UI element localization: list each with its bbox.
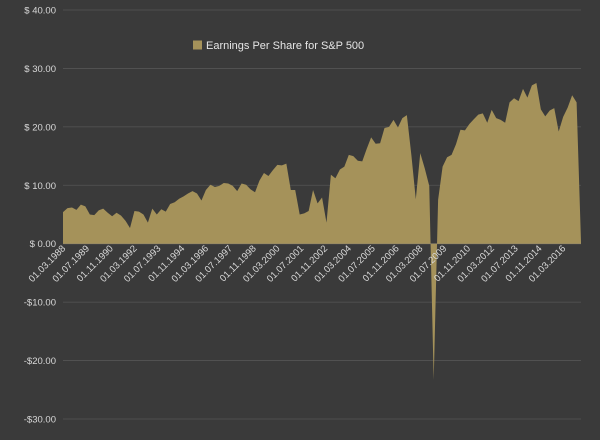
y-tick-label: $ 0.00 [30,239,56,250]
y-tick-label: -$20.00 [24,356,56,367]
y-tick-label: $ 30.00 [24,64,56,75]
y-tick-label: -$30.00 [24,415,56,426]
y-tick-label: $ 20.00 [24,122,56,133]
y-axis: $ 40.00 $ 30.00 $ 20.00 $ 10.00 $ 0.00 -$10.0… [24,6,56,426]
eps-area-series [63,83,581,380]
legend-swatch [193,40,202,50]
legend: Earnings Per Share for S&P 500 [193,40,364,52]
x-axis: 01.03.198801.07.198901.11.199001.03.1992… [27,243,569,284]
area-layer [63,83,581,380]
y-tick-label: $ 40.00 [24,6,56,17]
legend-label: Earnings Per Share for S&P 500 [206,40,364,52]
y-tick-label: $ 10.00 [24,181,56,192]
y-tick-label: -$10.00 [24,298,56,309]
grid-layer [63,9,581,420]
